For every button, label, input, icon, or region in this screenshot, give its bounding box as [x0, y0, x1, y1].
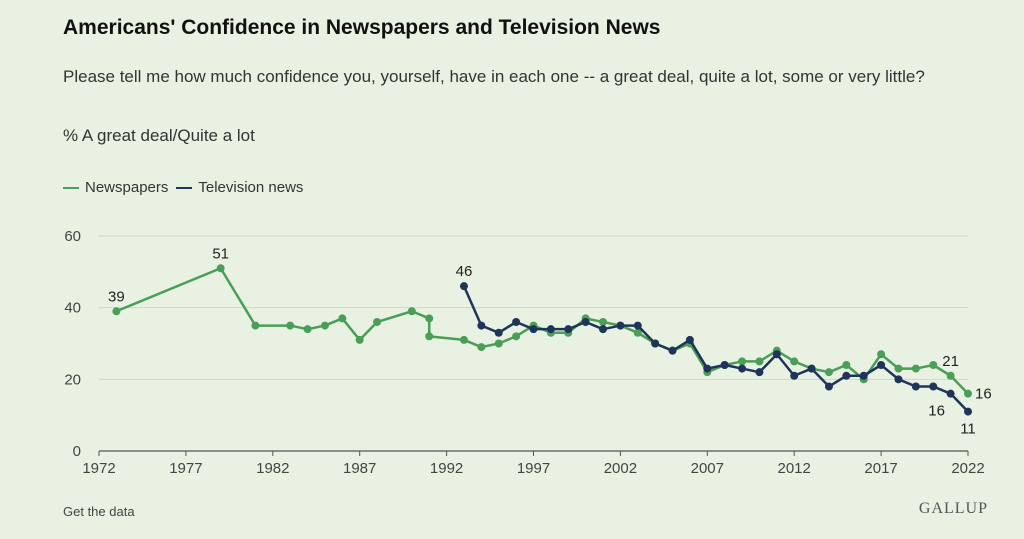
data-point-television-news: [616, 321, 625, 330]
data-label-newspapers: 39: [108, 288, 125, 305]
data-point-television-news: [824, 382, 833, 391]
data-point-newspapers: [911, 364, 920, 373]
x-tick-label: 2017: [864, 460, 897, 477]
data-point-television-news: [685, 335, 694, 344]
x-tick-label: 2012: [778, 460, 811, 477]
legend-swatch-newspapers: [63, 186, 79, 189]
data-point-television-news: [755, 368, 764, 377]
legend-item-newspapers[interactable]: Newspapers: [63, 179, 168, 196]
data-point-newspapers: [338, 314, 347, 323]
chart-subtitle: Please tell me how much confidence you, …: [63, 67, 925, 86]
data-point-television-news: [911, 382, 920, 391]
data-point-television-news: [494, 328, 503, 337]
data-point-newspapers: [894, 364, 903, 373]
data-point-television-news: [807, 364, 816, 373]
data-point-newspapers: [477, 343, 486, 352]
data-point-newspapers: [425, 332, 434, 341]
x-tick-label: 1997: [517, 460, 550, 477]
data-point-newspapers: [286, 321, 295, 330]
data-point-television-news: [738, 364, 747, 373]
data-point-television-news: [859, 371, 868, 380]
data-point-television-news: [459, 282, 468, 291]
data-point-television-news: [842, 371, 851, 380]
data-point-television-news: [477, 321, 486, 330]
data-point-newspapers: [251, 321, 260, 330]
data-point-newspapers: [373, 318, 382, 326]
chart-title: Americans' Confidence in Newspapers and …: [63, 16, 661, 39]
data-point-newspapers: [425, 314, 434, 323]
data-point-newspapers: [633, 328, 642, 337]
data-label-television-news: 46: [456, 263, 473, 280]
y-tick-label: 20: [64, 371, 81, 388]
x-tick-label: 1982: [256, 460, 289, 477]
data-point-television-news: [946, 389, 955, 398]
data-point-newspapers: [494, 339, 503, 348]
x-tick-label: 1972: [82, 460, 115, 477]
data-point-newspapers: [112, 307, 121, 316]
data-point-television-news: [720, 361, 729, 369]
data-label-newspapers: 51: [212, 245, 229, 262]
data-point-television-news: [512, 318, 521, 326]
gallup-logo: GALLUP: [918, 500, 988, 517]
data-point-television-news: [877, 361, 886, 369]
data-point-television-news: [564, 325, 573, 334]
data-point-television-news: [529, 325, 538, 334]
series-line-newspapers: [115, 267, 969, 395]
data-point-newspapers: [929, 361, 938, 369]
data-point-newspapers: [824, 368, 833, 377]
data-point-newspapers: [407, 307, 416, 316]
data-point-newspapers: [599, 318, 608, 326]
data-point-television-news: [668, 346, 677, 355]
data-point-television-news: [599, 325, 608, 334]
x-tick-label: 1977: [169, 460, 202, 477]
data-point-newspapers: [459, 335, 468, 344]
data-point-television-news: [790, 371, 799, 380]
data-point-newspapers: [842, 361, 851, 369]
legend-item-television-news[interactable]: Television news: [176, 179, 303, 196]
data-point-newspapers: [303, 325, 312, 334]
data-point-newspapers: [946, 371, 955, 380]
data-point-television-news: [633, 321, 642, 330]
y-tick-label: 60: [64, 228, 81, 245]
data-point-newspapers: [790, 357, 799, 366]
data-point-television-news: [964, 407, 972, 416]
data-point-newspapers: [320, 321, 329, 330]
data-point-television-news: [929, 382, 938, 391]
data-point-television-news: [546, 325, 555, 334]
data-label-newspapers: 21: [942, 353, 959, 370]
x-tick-label: 1987: [343, 460, 376, 477]
measure-label: % A great deal/Quite a lot: [63, 126, 255, 145]
data-label-television-news: 16: [928, 403, 945, 420]
data-label-newspapers: 16: [975, 386, 992, 403]
legend-label-television-news: Television news: [198, 179, 304, 196]
legend-label-newspapers: Newspapers: [85, 179, 169, 196]
data-point-newspapers: [738, 357, 747, 366]
data-point-newspapers: [512, 332, 521, 341]
data-point-newspapers: [755, 357, 764, 366]
data-point-television-news: [651, 339, 660, 348]
x-tick-label: 2007: [691, 460, 724, 477]
chart-legend: Newspapers Television news: [63, 179, 303, 196]
data-point-television-news: [894, 375, 903, 384]
x-tick-label: 1992: [430, 460, 463, 477]
data-point-newspapers: [964, 389, 972, 398]
y-tick-label: 40: [64, 300, 81, 317]
data-label-television-news: 11: [960, 421, 976, 438]
get-data-link[interactable]: Get the data: [63, 504, 135, 519]
y-tick-label: 0: [73, 443, 81, 460]
data-point-newspapers: [216, 264, 225, 273]
data-point-newspapers: [877, 350, 886, 359]
data-point-television-news: [703, 364, 712, 373]
x-tick-label: 2022: [951, 460, 984, 477]
x-tick-label: 2002: [604, 460, 637, 477]
data-point-television-news: [772, 350, 781, 359]
series-line-television-news: [462, 285, 969, 413]
data-point-newspapers: [355, 335, 364, 344]
legend-swatch-television-news: [176, 186, 193, 189]
data-point-television-news: [581, 318, 590, 326]
